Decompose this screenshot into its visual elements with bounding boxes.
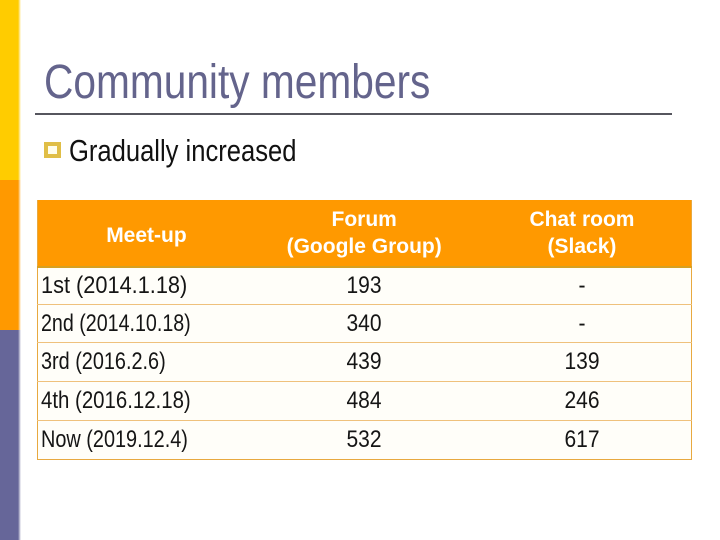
column-header-label: Meet-up xyxy=(106,223,187,247)
column-header-sublabel: (Slack) xyxy=(547,235,617,259)
column-header-0: Meet-up xyxy=(37,199,256,269)
table-cell: 139 xyxy=(473,342,692,382)
table-cell-text: - xyxy=(578,271,586,299)
accent-bar-soft-edge xyxy=(18,0,21,180)
table-row-2: 3rd (2016.2.6) 439 139 xyxy=(37,342,692,382)
table-cell: 439 xyxy=(255,342,474,382)
table-cell-text: 3rd (2016.2.6) xyxy=(40,348,166,376)
table-cell: 532 xyxy=(255,420,474,460)
table-cell: 1st (2014.1.18) xyxy=(37,267,256,305)
table-cell: 340 xyxy=(255,303,474,343)
table-cell-text: 193 xyxy=(346,271,382,299)
table-cell-text: 4th (2016.12.18) xyxy=(40,387,191,415)
bullet-square-icon xyxy=(44,141,61,159)
column-header-label: Chat room xyxy=(529,207,635,231)
table-row-4: Now (2019.12.4) 532 617 xyxy=(37,420,692,460)
table-cell: 484 xyxy=(255,381,474,421)
members-table: Meet-up Forum (Google Group) Chat room (Slac… xyxy=(36,199,692,461)
table-cell-text: 484 xyxy=(346,387,382,415)
table-cell: 246 xyxy=(473,381,692,421)
table-cell-text: Now (2019.12.4) xyxy=(40,426,188,454)
table-cell-text: - xyxy=(578,309,586,337)
table-cell-text: 439 xyxy=(346,348,382,376)
table-cell: - xyxy=(473,267,692,305)
table-cell: 4th (2016.12.18) xyxy=(37,381,256,421)
members-table-body: 1st (2014.1.18) 193 - 2nd (2014.10.18) 340 - 3… xyxy=(37,267,692,460)
column-header-2: Chat room (Slack) xyxy=(473,199,692,269)
table-cell: - xyxy=(473,303,692,343)
table-cell-text: 1st (2014.1.18) xyxy=(40,271,187,299)
left-accent-bar-orange xyxy=(0,180,18,330)
column-header-sublabel: (Google Group) xyxy=(286,235,442,259)
table-cell: 2nd (2014.10.18) xyxy=(37,303,256,343)
table-cell-text: 532 xyxy=(346,426,382,454)
table-row-3: 4th (2016.12.18) 484 246 xyxy=(37,381,692,421)
column-header-1: Forum (Google Group) xyxy=(255,199,474,269)
table-cell: 3rd (2016.2.6) xyxy=(37,342,256,382)
members-table-header: Meet-up Forum (Google Group) Chat room (Slac… xyxy=(37,199,692,269)
left-accent-bar-yellow xyxy=(0,0,18,180)
title-underline xyxy=(35,112,673,115)
table-row-0: 1st (2014.1.18) 193 - xyxy=(37,267,692,305)
header-row: Meet-up Forum (Google Group) Chat room (Slac… xyxy=(37,199,692,269)
column-header-label: Forum xyxy=(331,207,397,231)
accent-bar-soft-edge xyxy=(18,180,21,330)
table-row-1: 2nd (2014.10.18) 340 - xyxy=(37,303,692,343)
table-cell-text: 139 xyxy=(564,348,600,376)
slide-title: Community members xyxy=(44,56,431,109)
bullet-text: Gradually increased xyxy=(69,132,297,168)
table-cell: Now (2019.12.4) xyxy=(37,420,256,460)
accent-bar-soft-edge xyxy=(18,330,21,540)
table-cell-text: 246 xyxy=(564,387,600,415)
table-cell: 193 xyxy=(255,267,474,305)
table-cell-text: 2nd (2014.10.18) xyxy=(40,309,191,337)
table-cell-text: 617 xyxy=(564,426,600,454)
left-accent-bar-purple xyxy=(0,330,18,540)
table-cell-text: 340 xyxy=(346,309,382,337)
table-cell: 617 xyxy=(473,420,692,460)
